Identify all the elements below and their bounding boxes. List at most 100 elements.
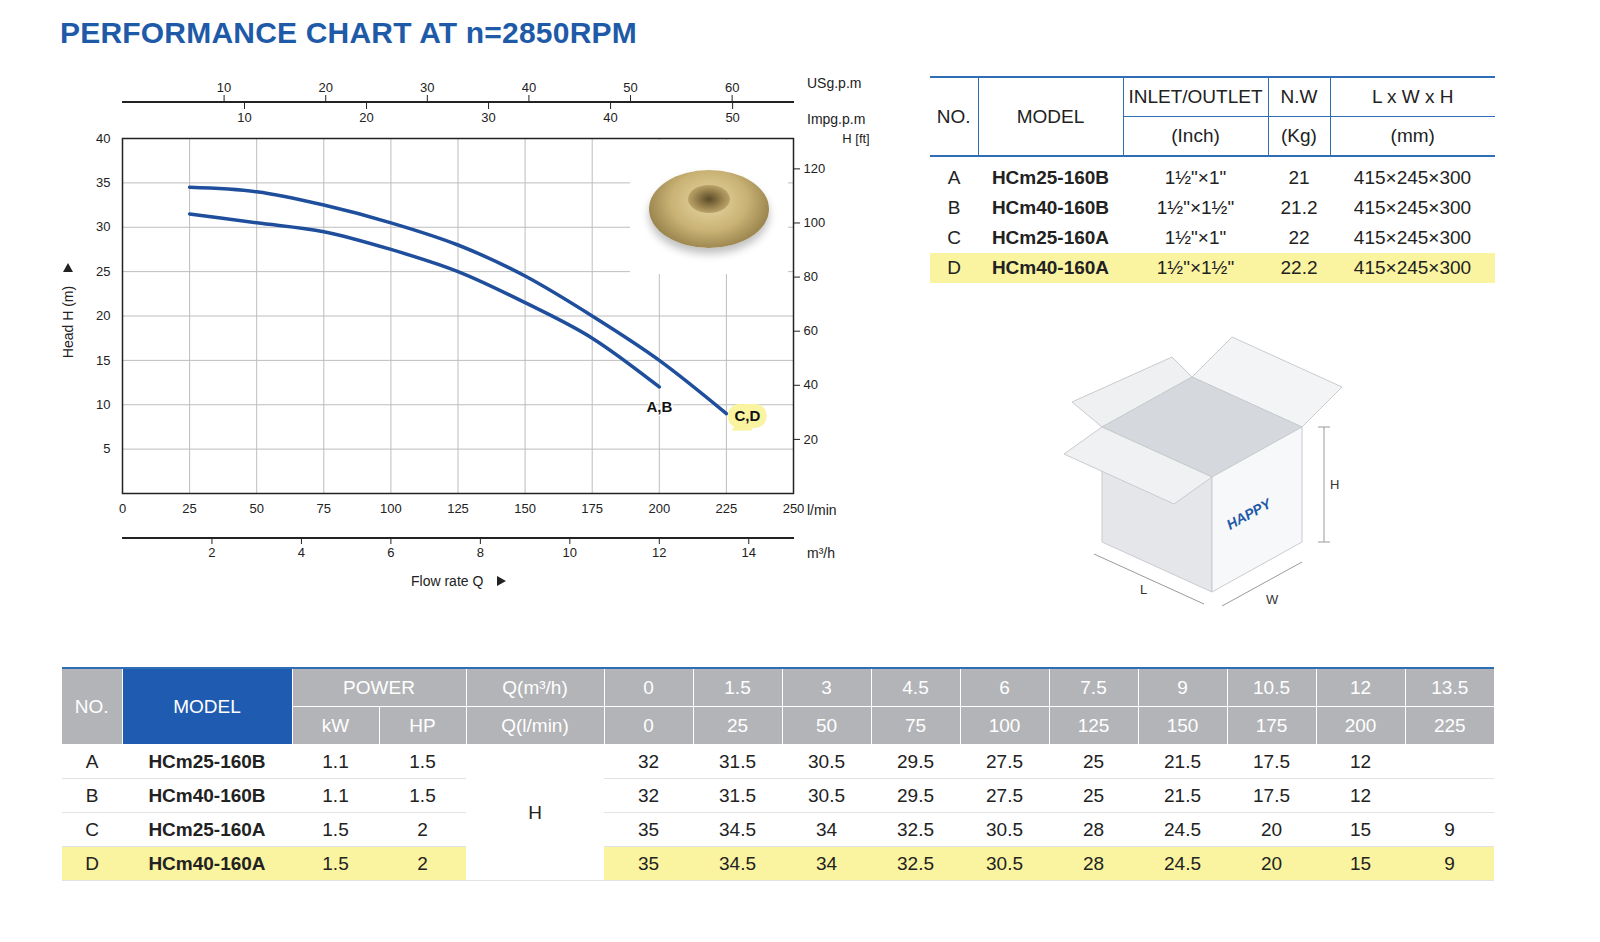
svg-text:50: 50 — [623, 80, 637, 95]
svg-text:L: L — [1140, 582, 1147, 597]
html-text:21.5: 21.5 — [1164, 784, 1201, 806]
svg-text:2: 2 — [208, 545, 215, 560]
html-text:150: 150 — [1166, 714, 1199, 736]
html-text:21.5: 21.5 — [1164, 750, 1201, 772]
html-text:225: 225 — [1433, 714, 1466, 736]
svg-text:80: 80 — [804, 269, 818, 284]
svg-text:10: 10 — [217, 80, 231, 95]
svg-text:15: 15 — [96, 353, 110, 368]
svg-text:250: 250 — [783, 501, 805, 516]
html-text:1.1: 1.1 — [322, 784, 349, 806]
svg-text:20: 20 — [359, 110, 373, 125]
svg-text:200: 200 — [648, 501, 670, 516]
html-text:75: 75 — [904, 714, 927, 736]
svg-text:25: 25 — [96, 264, 110, 279]
svg-text:A,B: A,B — [646, 398, 672, 415]
html-text:1.5: 1.5 — [724, 676, 751, 698]
html-text:MODEL: MODEL — [173, 695, 241, 717]
html-text:kW: kW — [321, 714, 350, 736]
svg-text:C,D: C,D — [734, 407, 760, 424]
html-text:32: 32 — [637, 750, 660, 772]
svg-text:H: H — [1330, 477, 1339, 492]
svg-text:30: 30 — [481, 110, 495, 125]
html-text:12: 12 — [1349, 676, 1372, 698]
svg-text:6: 6 — [387, 545, 394, 560]
svg-text:50: 50 — [249, 501, 263, 516]
svg-text:40: 40 — [603, 110, 617, 125]
html-text:25: 25 — [726, 714, 749, 736]
html-text:30.5: 30.5 — [808, 784, 845, 806]
html-text:1.5: 1.5 — [409, 750, 436, 772]
html-text:HCm40-160B: HCm40-160B — [148, 784, 266, 806]
html-text:Q(l/min): Q(l/min) — [501, 714, 569, 736]
svg-text:10: 10 — [563, 545, 577, 560]
svg-text:20: 20 — [804, 432, 818, 447]
html-text:30.5: 30.5 — [808, 750, 845, 772]
svg-text:150: 150 — [514, 501, 536, 516]
svg-text:4: 4 — [298, 545, 305, 560]
html-text:27.5: 27.5 — [986, 750, 1023, 772]
svg-text:5: 5 — [103, 441, 110, 456]
svg-text:8: 8 — [477, 545, 484, 560]
svg-text:10: 10 — [237, 110, 251, 125]
svg-text:40: 40 — [522, 80, 536, 95]
html-text:29.5: 29.5 — [897, 750, 934, 772]
svg-text:40: 40 — [96, 131, 110, 146]
svg-text:0: 0 — [119, 501, 126, 516]
html-text:1.5: 1.5 — [322, 818, 349, 840]
html-text:12: 12 — [1349, 784, 1372, 806]
svg-text:35: 35 — [96, 175, 110, 190]
html-text:100: 100 — [988, 714, 1021, 736]
html-text:175: 175 — [1255, 714, 1288, 736]
svg-text:10: 10 — [96, 397, 110, 412]
svg-text:HAPPY: HAPPY — [1224, 494, 1275, 532]
html-text:7.5: 7.5 — [1080, 676, 1107, 698]
svg-text:20: 20 — [96, 308, 110, 323]
svg-text:20: 20 — [318, 80, 332, 95]
html-text:25: 25 — [1082, 750, 1105, 772]
html-text:1.5: 1.5 — [409, 784, 436, 806]
svg-text:75: 75 — [317, 501, 331, 516]
svg-text:25: 25 — [182, 501, 196, 516]
svg-text:100: 100 — [380, 501, 402, 516]
svg-text:60: 60 — [804, 323, 818, 338]
html-text:25: 25 — [1082, 784, 1105, 806]
html-text:HCm25-160A: HCm25-160A — [148, 818, 266, 840]
svg-text:30: 30 — [96, 219, 110, 234]
html-text:125: 125 — [1077, 714, 1110, 736]
html-text:31.5: 31.5 — [719, 750, 756, 772]
html-text:27.5: 27.5 — [986, 784, 1023, 806]
html-text:NO.: NO. — [936, 105, 971, 127]
html-text:10.5: 10.5 — [1253, 676, 1290, 698]
svg-text:125: 125 — [447, 501, 469, 516]
html-text:50: 50 — [815, 714, 838, 736]
html-text:12: 12 — [1349, 750, 1372, 772]
html-text:32: 32 — [637, 784, 660, 806]
svg-text:50: 50 — [725, 110, 739, 125]
html-text:PERFORMANCE CHART AT n=2850RPM: PERFORMANCE CHART AT n=2850RPM — [60, 16, 637, 49]
html-text:29.5: 29.5 — [897, 784, 934, 806]
svg-text:30: 30 — [420, 80, 434, 95]
html-text:NO.: NO. — [74, 695, 109, 717]
html-text:Q(m³/h): Q(m³/h) — [502, 676, 568, 698]
html-text:17.5: 17.5 — [1253, 750, 1290, 772]
html-text:200: 200 — [1344, 714, 1377, 736]
svg-text:14: 14 — [742, 545, 756, 560]
html-text:4.5: 4.5 — [902, 676, 929, 698]
svg-text:120: 120 — [804, 161, 826, 176]
html-text:13.5: 13.5 — [1431, 676, 1469, 698]
svg-text:100: 100 — [804, 215, 826, 230]
html-text:1.1: 1.1 — [322, 750, 349, 772]
svg-text:W: W — [1266, 592, 1279, 607]
svg-text:40: 40 — [804, 377, 818, 392]
html-text:17.5: 17.5 — [1253, 784, 1290, 806]
html-text:POWER: POWER — [343, 676, 415, 698]
html-text:31.5: 31.5 — [719, 784, 756, 806]
html-text:HCm25-160B: HCm25-160B — [148, 750, 266, 772]
svg-text:175: 175 — [581, 501, 603, 516]
svg-text:12: 12 — [652, 545, 666, 560]
html-text:MODEL: MODEL — [1016, 105, 1085, 127]
html-text:HP: HP — [409, 714, 436, 736]
svg-text:60: 60 — [725, 80, 739, 95]
svg-text:225: 225 — [716, 501, 738, 516]
